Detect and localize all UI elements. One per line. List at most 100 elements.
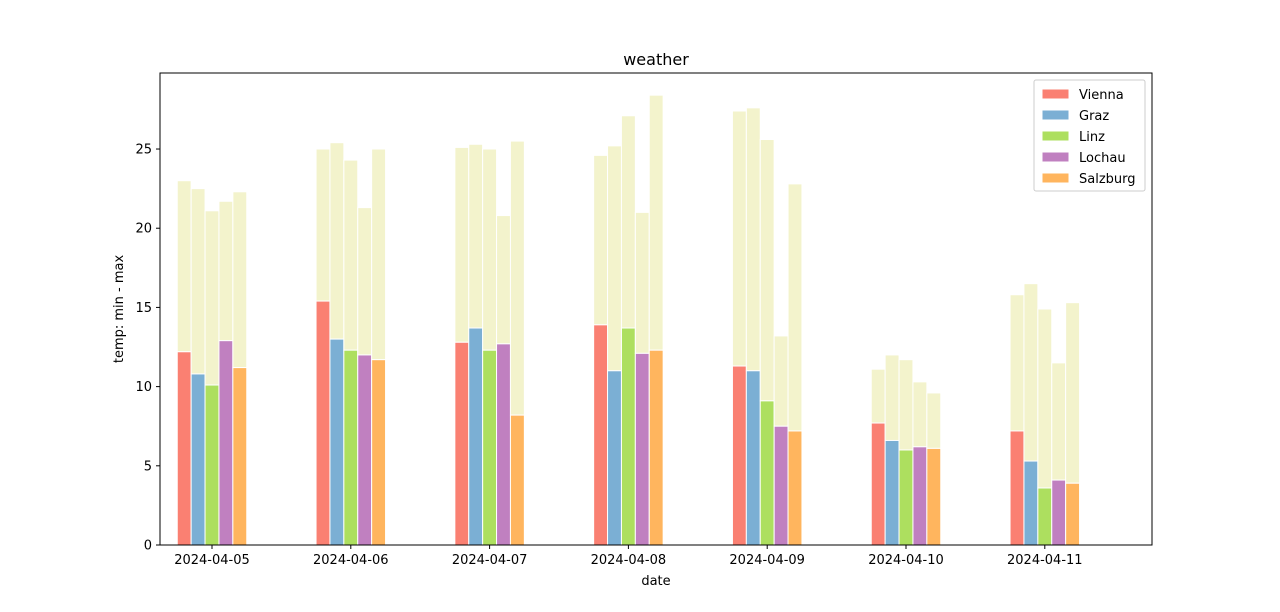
legend-swatch-salzburg (1041, 172, 1070, 184)
bar-range-linz-5 (898, 359, 914, 451)
legend-swatch-graz (1041, 109, 1070, 121)
bar-min-graz-5 (884, 439, 900, 546)
bar-min-lochau-3 (634, 352, 650, 546)
x-axis-label: date (641, 574, 670, 589)
bar-range-vienna-3 (593, 154, 609, 326)
bar-min-graz-3 (607, 370, 622, 546)
bar-range-vienna-2 (454, 146, 470, 343)
bar-min-salzburg-3 (648, 349, 664, 546)
legend-label-linz: Linz (1079, 130, 1105, 145)
bar-min-graz-1 (329, 338, 345, 546)
bar-min-lochau-4 (773, 425, 789, 546)
legend-label-graz: Graz (1079, 109, 1109, 124)
legend: Vienna Graz Linz Lochau Salzburg (1033, 79, 1146, 192)
bar-min-salzburg-6 (1065, 482, 1081, 546)
bar-range-salzburg-3 (648, 94, 664, 351)
bar-range-graz-2 (468, 143, 484, 329)
legend-label-salzburg: Salzburg (1079, 172, 1136, 187)
bar-range-lochau-3 (634, 211, 650, 354)
bar-min-graz-0 (190, 373, 206, 546)
bar-min-linz-6 (1037, 487, 1053, 546)
bar-min-salzburg-5 (926, 447, 942, 546)
bar-range-vienna-5 (870, 368, 886, 424)
bar-range-vienna-4 (731, 110, 747, 367)
bar-range-graz-0 (190, 188, 206, 375)
bar-range-salzburg-6 (1065, 302, 1081, 484)
bar-min-linz-1 (343, 349, 359, 546)
legend-swatch-lochau (1041, 151, 1070, 163)
y-tick-label-0: 0 (144, 539, 152, 554)
bar-range-linz-0 (204, 210, 220, 386)
bar-min-vienna-1 (315, 300, 331, 546)
bar-range-vienna-0 (176, 180, 192, 353)
bar-range-graz-1 (329, 142, 345, 340)
bar-min-graz-6 (1023, 460, 1039, 546)
y-axis-label: temp: min - max (112, 255, 127, 364)
y-tick-label-3: 15 (135, 301, 152, 316)
bar-range-lochau-1 (357, 207, 373, 356)
bar-min-vienna-4 (731, 365, 747, 546)
legend-swatch-vienna (1041, 88, 1070, 100)
bar-range-linz-4 (759, 139, 775, 402)
bar-range-salzburg-4 (787, 183, 803, 432)
legend-swatch-linz (1041, 130, 1070, 142)
bar-min-vienna-2 (454, 341, 470, 546)
x-tick-label-1: 2024-04-06 (313, 553, 389, 568)
legend-box (1033, 79, 1146, 192)
bar-min-lochau-5 (912, 446, 928, 546)
bar-range-lochau-4 (773, 335, 789, 427)
bar-min-vienna-0 (176, 351, 192, 546)
bar-range-vienna-6 (1009, 294, 1025, 432)
legend-label-lochau: Lochau (1079, 151, 1126, 166)
bar-min-graz-2 (468, 327, 484, 546)
bar-min-linz-2 (482, 349, 498, 546)
bar-range-lochau-6 (1051, 362, 1067, 481)
bar-range-graz-6 (1023, 283, 1039, 462)
x-tick-label-2: 2024-04-07 (452, 553, 528, 568)
bar-min-salzburg-0 (232, 367, 248, 546)
bar-range-graz-3 (607, 145, 622, 372)
bar-range-vienna-1 (315, 148, 331, 302)
bar-min-salzburg-4 (787, 430, 803, 546)
bar-range-graz-4 (745, 107, 761, 372)
bar-min-graz-4 (745, 370, 761, 546)
x-tick-label-5: 2024-04-10 (868, 553, 944, 568)
bar-min-lochau-1 (357, 354, 373, 546)
bar-min-vienna-3 (593, 324, 609, 546)
y-tick-label-2: 10 (135, 380, 152, 395)
x-tick-label-6: 2024-04-11 (1007, 553, 1083, 568)
bar-min-vienna-5 (870, 422, 886, 546)
x-tick-label-3: 2024-04-08 (591, 553, 667, 568)
y-tick-label-4: 20 (135, 222, 152, 237)
bar-range-salzburg-1 (371, 148, 387, 361)
y-tick-label-1: 5 (144, 459, 152, 474)
bar-range-salzburg-5 (926, 392, 942, 449)
bar-range-salzburg-0 (232, 191, 248, 369)
plot-area: 0 5 10 15 20 25 2024-04-05 2024-04-06 2024-04-07… (135, 72, 1153, 568)
bar-min-lochau-2 (496, 343, 511, 546)
bar-min-linz-4 (759, 400, 775, 546)
bar-min-salzburg-2 (509, 414, 525, 546)
bar-range-salzburg-2 (509, 140, 525, 416)
bar-range-lochau-5 (912, 381, 928, 448)
bar-min-linz-5 (898, 449, 914, 546)
bar-min-lochau-0 (218, 340, 234, 546)
bar-range-lochau-0 (218, 200, 234, 342)
legend-label-vienna: Vienna (1079, 88, 1124, 103)
bar-range-linz-1 (343, 159, 359, 351)
bar-range-linz-3 (620, 115, 636, 329)
y-tick-label-5: 25 (135, 143, 152, 158)
plot-frame (159, 72, 1153, 546)
bar-min-salzburg-1 (371, 359, 387, 546)
bar-min-linz-3 (620, 327, 636, 546)
x-tick-label-0: 2024-04-05 (174, 553, 250, 568)
chart-title: weather (623, 50, 689, 69)
bar-range-graz-5 (884, 354, 900, 441)
bar-range-linz-6 (1037, 308, 1053, 489)
bar-min-linz-0 (204, 384, 220, 546)
bar-range-lochau-2 (496, 215, 511, 345)
x-tick-label-4: 2024-04-09 (729, 553, 805, 568)
bar-min-vienna-6 (1009, 430, 1025, 546)
bar-min-lochau-6 (1051, 479, 1067, 546)
